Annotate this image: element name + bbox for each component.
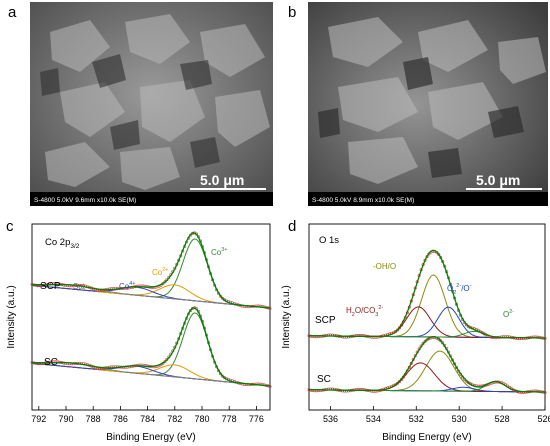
scale-label-a: 5.0 μm [200, 172, 245, 188]
component-peak [308, 274, 546, 339]
label-o22-sub: 2 [453, 290, 456, 296]
label-o22-tail: /O [461, 284, 469, 293]
component-peak [31, 238, 271, 309]
sem-meta-b: S-4800 5.0kV 8.9mm x10.0k SE(M) [312, 197, 415, 204]
y-axis-label-d: Intensity (a.u.) [281, 285, 292, 348]
label-o22-base: O [447, 284, 453, 293]
fit-envelope [31, 307, 271, 387]
label-co3: Co3+ [211, 247, 228, 257]
label-h2o: H2O/CO32- [346, 305, 383, 318]
label-o2-sup: 2- [509, 309, 514, 315]
x-tick-label: 784 [140, 414, 155, 424]
label-co2-base: Co [152, 268, 163, 277]
x-ticks-c: 792 790 788 786 784 782 780 778 776 [31, 406, 264, 424]
fit-envelope [308, 249, 546, 339]
plot-frame-c [31, 223, 271, 411]
data-point [220, 296, 224, 300]
spectra-co2p [30, 231, 272, 388]
label-o22-tail-sup: - [470, 283, 472, 289]
label-co2-sup: 2+ [162, 267, 168, 273]
label-h2o-sub: 2 [352, 312, 355, 318]
x-tick-label: 778 [222, 414, 237, 424]
sem-texture-a [30, 2, 273, 206]
component-peak [308, 350, 546, 393]
label-scp-d: SCP [315, 315, 336, 326]
label-sc-d: SC [317, 374, 331, 385]
label-o2: O2- [503, 309, 514, 319]
fit-envelope [31, 232, 271, 309]
title-o1s: O 1s [319, 235, 339, 246]
x-tick-label: 530 [452, 414, 467, 424]
x-tick-label: 526 [537, 414, 550, 424]
label-h2o-base: H [346, 306, 352, 315]
scale-bar-b [466, 188, 542, 190]
label-h2o-mid: O/CO [355, 306, 375, 315]
x-tick-label: 786 [113, 414, 128, 424]
label-co3-sup: 3+ [221, 247, 227, 253]
y-axis-label-c: Intensity (a.u.) [6, 285, 17, 348]
data-point [163, 280, 167, 284]
data-point [423, 339, 427, 343]
x-tick-label: 528 [495, 414, 510, 424]
label-co3-base: Co [211, 248, 222, 257]
label-h2o-sup: 2- [378, 305, 383, 311]
xps-plot-o1s: 536 534 532 530 528 526 Binding Energy (eV) I… [281, 223, 550, 443]
fit-envelope [308, 335, 546, 393]
label-sc-c: SC [44, 357, 58, 368]
plot-frame-d [308, 223, 546, 411]
panel-letter-b: b [288, 4, 297, 21]
x-tick-label: 782 [167, 414, 182, 424]
label-o2-base: O [503, 310, 509, 319]
label-scp-c: SCP [40, 281, 61, 292]
sem-image-a: S-4800 5.0kV 9.6mm x10.0k SE(M) 5.0 μm [30, 2, 273, 206]
label-co4: Co4+ [119, 281, 136, 291]
data-point [163, 360, 167, 364]
title-co2p-main: Co 2p [45, 237, 70, 248]
panel-letter-a: a [8, 4, 17, 21]
label-sat: Sat [73, 282, 86, 291]
sem-image-b: S-4800 5.0kV 8.9mm x10.0k SE(M) 5.0 μm [308, 2, 548, 206]
x-tick-label: 776 [249, 414, 264, 424]
label-o22-sup: 2- [456, 283, 461, 289]
scale-bar-a [190, 188, 266, 190]
x-tick-label: 534 [366, 414, 381, 424]
x-tick-label: 780 [194, 414, 209, 424]
x-tick-label: 790 [58, 414, 73, 424]
spectra-o1s [307, 249, 547, 394]
label-oh: -OH/O [373, 262, 396, 271]
x-ticks-d: 536 534 532 530 528 526 [323, 406, 550, 424]
x-tick-label: 532 [409, 414, 424, 424]
panel-letter-d: d [288, 218, 297, 235]
sem-info-bar-a [30, 192, 273, 206]
label-co2: Co2+ [152, 267, 169, 277]
label-o22: O22-/O- [447, 283, 472, 296]
data-point [394, 329, 398, 333]
scale-label-b: 5.0 μm [476, 172, 521, 188]
panel-letter-c: c [6, 218, 14, 235]
x-tick-label: 788 [86, 414, 101, 424]
sem-info-bar-b [308, 192, 548, 206]
x-axis-label-d: Binding Energy (eV) [382, 432, 472, 443]
data-point [439, 339, 443, 343]
sem-texture-b [308, 2, 548, 206]
label-co4-sup: 4+ [129, 281, 135, 287]
x-tick-label: 792 [31, 414, 46, 424]
label-co4-base: Co [119, 282, 130, 291]
title-co2p-sub: 3/2 [70, 243, 79, 250]
xps-plot-co2p: 792 790 788 786 784 782 780 778 776 Binding Ener… [6, 223, 272, 443]
label-h2o-sub2: 3 [375, 312, 378, 318]
x-axis-label-c: Binding Energy (eV) [106, 432, 196, 443]
sem-meta-a: S-4800 5.0kV 9.6mm x10.0k SE(M) [34, 197, 137, 204]
title-co2p: Co 2p3/2 [45, 237, 80, 250]
x-tick-label: 536 [323, 414, 338, 424]
